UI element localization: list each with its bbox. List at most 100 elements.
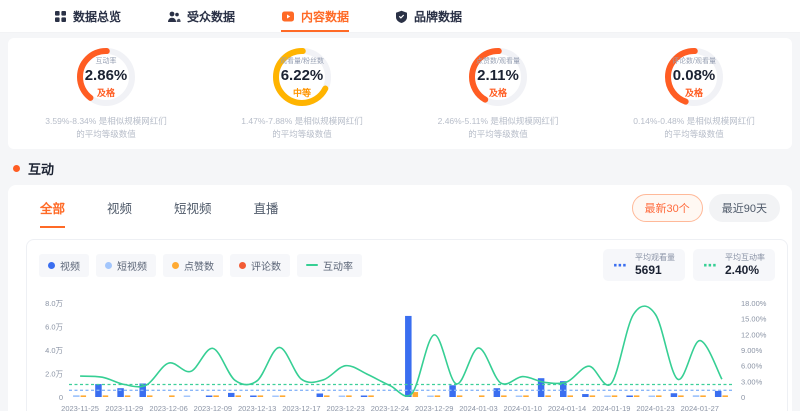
content-type-tabs: 全部 视频 短视频 直播 最新30个 最近90天 <box>8 194 792 230</box>
chart-bar <box>205 395 213 397</box>
chart-bar <box>183 395 191 397</box>
engagement-chart-svg: 8.0万 6.0万 4.0万 2.0万 0 18.00% 15.00% 12.00% 9.00%… <box>45 299 767 411</box>
chart-bar <box>360 395 368 397</box>
tab-all[interactable]: 全部 <box>40 198 66 228</box>
chart-bar-likes <box>589 395 596 397</box>
chart-legend-row: 视频 短视频 点赞数 评论数 互动率 ⋯ <box>39 249 787 281</box>
tab-video[interactable]: 视频 <box>107 202 133 216</box>
gauge-label: 评论数/观看量 <box>672 57 716 65</box>
nav-tab-brand-data[interactable]: 品牌数据 <box>395 0 462 32</box>
right-axis-tick: 3.00% <box>741 377 763 386</box>
engagement-chart: 8.0万 6.0万 4.0万 2.0万 0 18.00% 15.00% 12.00% 9.00%… <box>39 287 787 411</box>
audience-icon <box>168 11 181 22</box>
chart-bar-likes <box>700 395 706 397</box>
x-axis-tick: 2023-12-17 <box>282 404 320 411</box>
right-axis-tick: 12.00% <box>741 330 767 339</box>
gauge-engagement-rate: 互动率 2.86% 及格 <box>74 45 138 109</box>
chart-bar <box>449 385 456 397</box>
x-axis-tick: 2023-11-29 <box>105 404 143 411</box>
gauge-value: 6.22% <box>280 66 324 84</box>
ellipsis-icon: ⋯ <box>613 256 628 273</box>
chart-bar-likes <box>656 395 662 397</box>
gauge-caption: 2.46%-5.11% 是相似规模网红们 的平均等级数值 <box>437 116 559 139</box>
nav-tab-label: 数据总览 <box>73 9 122 24</box>
top-nav: 数据总览 受众数据 内容数据 品牌数据 <box>0 0 800 33</box>
x-axis-tick: 2024-01-03 <box>459 404 497 411</box>
gauge-views-per-follower: 观看量/粉丝数 6.22% 中等 <box>270 45 334 109</box>
gauge-status-badge: 及格 <box>96 87 115 98</box>
chart-bar-likes <box>124 395 131 397</box>
legend-item-engagement-rate[interactable]: 互动率 <box>297 253 362 277</box>
video-icon <box>282 11 295 21</box>
left-axis-tick: 8.0万 <box>45 299 63 308</box>
legend-item-comments[interactable]: 评论数 <box>230 253 290 277</box>
nav-tab-data-overview[interactable]: 数据总览 <box>54 0 121 32</box>
x-axis-tick: 2024-01-14 <box>548 404 586 411</box>
gauge-caption: 1.47%-7.88% 是相似规模网红们 的平均等级数值 <box>241 116 363 139</box>
kpi-gauge-panel: 互动率 2.86% 及格 3.59%-8.34% 是相似规模网红们 的平均等级数值… <box>8 38 792 149</box>
gauge-value: 2.86% <box>84 66 128 84</box>
gauge-caption: 0.14%-0.48% 是相似规模网红们 的平均等级数值 <box>633 116 755 139</box>
chart-bar-likes <box>523 395 529 397</box>
left-axis-tick: 4.0万 <box>45 346 63 355</box>
right-axis-tick: 0 <box>741 393 745 402</box>
chart-bar <box>604 395 611 397</box>
chart-bar-likes <box>279 395 286 397</box>
chart-bar-likes <box>412 392 419 397</box>
chart-bar <box>250 395 257 397</box>
range-filters: 最新30个 最近90天 <box>631 194 780 222</box>
chart-bar-likes <box>146 395 153 397</box>
gauge-status-badge: 中等 <box>292 87 311 98</box>
chart-bar <box>228 392 235 397</box>
chart-bar <box>515 395 523 397</box>
gauge-label: 点赞数/观看量 <box>476 57 520 65</box>
tab-short-video[interactable]: 短视频 <box>174 202 212 216</box>
chart-bar-likes <box>368 395 374 397</box>
short-video-dot-icon <box>105 261 112 269</box>
chart-bar <box>493 388 501 397</box>
kpi-card-likes-per-view: 点赞数/观看量 2.11% 及格 2.46%-5.11% 是相似规模网红们 的平均… <box>400 38 596 149</box>
left-axis-tick: 0 <box>59 393 63 402</box>
x-axis-tick: 2024-01-19 <box>592 404 630 411</box>
x-axis-tick: 2023-12-24 <box>371 404 409 411</box>
comments-dot-icon <box>239 261 246 269</box>
left-axis-tick: 2.0万 <box>45 370 63 379</box>
chart-bar <box>338 395 346 397</box>
x-axis-tick: 2024-01-10 <box>504 404 542 411</box>
chart-bar-likes <box>545 395 551 397</box>
filter-latest-30-button[interactable]: 最新30个 <box>631 194 703 222</box>
x-axis-tick: 2024-01-27 <box>681 404 719 411</box>
nav-tab-audience-data[interactable]: 受众数据 <box>167 0 235 32</box>
filter-last-90-days-button[interactable]: 最近90天 <box>708 194 780 222</box>
section-dot-icon <box>13 164 20 172</box>
nav-tab-content-data[interactable]: 内容数据 <box>281 0 350 32</box>
x-axis-tick: 2024-01-23 <box>636 404 674 411</box>
chart-bar <box>626 395 633 397</box>
video-dot-icon <box>48 261 55 269</box>
legend-item-video[interactable]: 视频 <box>39 253 89 277</box>
kpi-card-engagement-rate: 互动率 2.86% 及格 3.59%-8.34% 是相似规模网红们 的平均等级数值 <box>8 38 204 149</box>
chart-bar <box>537 378 545 397</box>
chart-bar-likes <box>456 395 463 397</box>
gauge-status-badge: 及格 <box>684 87 703 98</box>
chart-bar-likes <box>722 395 728 397</box>
ellipsis-icon: ⋯ <box>703 256 718 273</box>
tab-live[interactable]: 直播 <box>253 202 279 216</box>
grid-icon <box>55 10 66 22</box>
gauge-comments-per-view: 评论数/观看量 0.08% 及格 <box>662 45 726 109</box>
chart-bar-likes <box>346 395 352 397</box>
legend-item-likes[interactable]: 点赞数 <box>163 253 223 277</box>
chart-bar <box>117 388 124 397</box>
gauge-label: 互动率 <box>95 57 117 65</box>
gauge-likes-per-view: 点赞数/观看量 2.11% 及格 <box>466 45 530 109</box>
chart-bar <box>272 395 279 397</box>
right-axis-tick: 18.00% <box>741 299 767 308</box>
chart-bar <box>582 394 589 397</box>
likes-dot-icon <box>172 261 179 269</box>
engagement-rate-line <box>80 305 723 397</box>
gauge-label: 观看量/粉丝数 <box>280 57 324 65</box>
chart-bar-likes <box>478 395 485 397</box>
chart-bar <box>405 315 412 397</box>
chart-bar-likes <box>102 395 109 397</box>
legend-item-short-video[interactable]: 短视频 <box>96 253 156 277</box>
